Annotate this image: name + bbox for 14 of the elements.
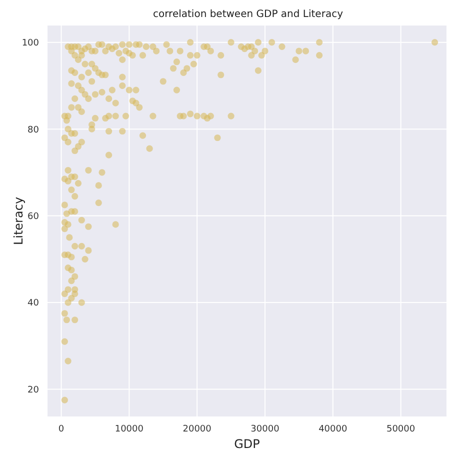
- x-tick-label: 0: [58, 424, 64, 434]
- y-tick-label: 100: [22, 38, 40, 49]
- x-tick-label: 40000: [318, 424, 348, 434]
- x-axis-title: GDP: [234, 437, 260, 450]
- x-tick-label: 10000: [114, 424, 144, 434]
- x-tick-label: 30000: [250, 424, 280, 434]
- y-tick-label: 60: [28, 212, 40, 222]
- x-tick-label: 20000: [182, 424, 212, 434]
- chart-title: correlation between GDP and Literacy: [152, 8, 344, 22]
- y-axis-title: Literacy: [11, 196, 26, 246]
- x-tick-label: 50000: [386, 424, 416, 434]
- y-tick-label: 20: [28, 385, 40, 396]
- y-tick-label: 40: [28, 298, 40, 309]
- y-tick-label: 80: [28, 125, 40, 136]
